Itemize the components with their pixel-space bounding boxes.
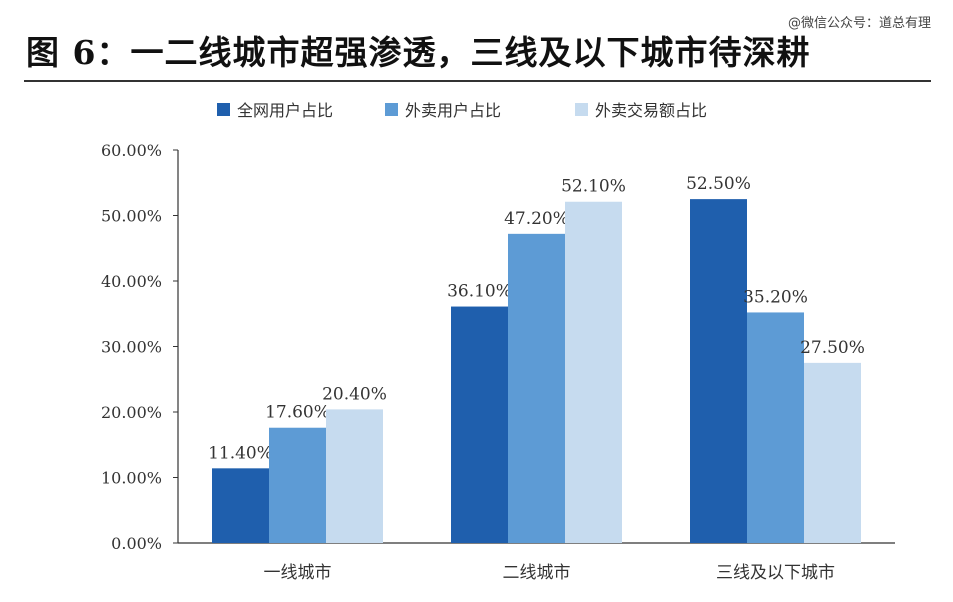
data-label: 11.40% xyxy=(208,443,273,463)
category-label: 一线城市 xyxy=(264,563,332,583)
category-label: 二线城市 xyxy=(503,563,571,583)
y-tick-label: 0.00% xyxy=(111,534,162,553)
data-label: 35.20% xyxy=(743,287,808,307)
data-label: 52.50% xyxy=(686,174,751,194)
bar xyxy=(451,306,508,543)
legend-label: 外卖用户占比 xyxy=(405,101,501,120)
watermark: @微信公众号：道总有理 xyxy=(787,16,931,31)
y-tick-label: 30.00% xyxy=(101,338,162,357)
bar xyxy=(269,427,326,543)
y-tick-label: 50.00% xyxy=(101,207,162,226)
data-label: 47.20% xyxy=(504,209,569,229)
legend-label: 全网用户占比 xyxy=(237,101,333,120)
data-label: 36.10% xyxy=(447,282,512,302)
legend-label: 外卖交易额占比 xyxy=(595,101,707,120)
legend-swatch xyxy=(575,103,588,116)
y-tick-label: 60.00% xyxy=(101,141,162,160)
bar xyxy=(565,201,622,543)
bar xyxy=(212,468,269,543)
bar xyxy=(326,409,383,543)
bar xyxy=(747,312,804,543)
title-rule xyxy=(24,80,931,82)
bar xyxy=(804,362,861,543)
data-label: 17.60% xyxy=(265,403,330,423)
y-tick-label: 40.00% xyxy=(101,272,162,291)
y-tick-label: 20.00% xyxy=(101,403,162,422)
category-label: 三线及以下城市 xyxy=(716,563,835,583)
bar xyxy=(690,199,747,543)
bar xyxy=(508,233,565,543)
data-label: 52.10% xyxy=(561,177,626,197)
data-label: 20.40% xyxy=(322,384,387,404)
legend-swatch xyxy=(217,103,230,116)
data-label: 27.50% xyxy=(800,338,865,358)
y-tick-label: 10.00% xyxy=(101,469,162,488)
chart-title: 图 6：一二线城市超强渗透，三线及以下城市待深耕 xyxy=(26,33,811,72)
legend-swatch xyxy=(385,103,398,116)
